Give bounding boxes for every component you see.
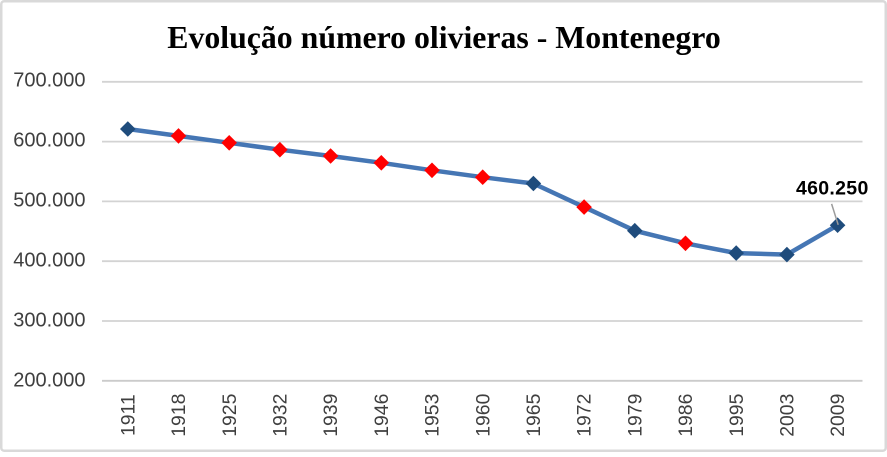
svg-text:700.000: 700.000 [13,70,85,92]
svg-text:1939: 1939 [320,394,342,437]
svg-text:1918: 1918 [168,394,190,437]
svg-text:2003: 2003 [777,394,799,437]
svg-text:1946: 1946 [371,394,393,437]
svg-text:200.000: 200.000 [13,369,85,391]
svg-text:1953: 1953 [422,394,444,437]
svg-text:1995: 1995 [726,394,748,437]
svg-text:2009: 2009 [827,394,849,437]
svg-text:1911: 1911 [117,394,139,436]
svg-text:Evolução número olivieras - Mo: Evolução número olivieras - Montenegro [167,20,720,55]
svg-text:500.000: 500.000 [13,190,85,212]
svg-text:1925: 1925 [219,394,241,437]
svg-text:300.000: 300.000 [13,309,85,331]
svg-text:1960: 1960 [472,393,494,436]
svg-text:460.250: 460.250 [796,178,869,200]
svg-text:600.000: 600.000 [13,130,85,152]
svg-text:1965: 1965 [523,394,545,437]
svg-text:400.000: 400.000 [13,250,85,272]
svg-text:1986: 1986 [675,394,697,437]
svg-text:1979: 1979 [624,394,646,437]
svg-text:1932: 1932 [270,394,292,437]
svg-text:1972: 1972 [574,394,596,437]
